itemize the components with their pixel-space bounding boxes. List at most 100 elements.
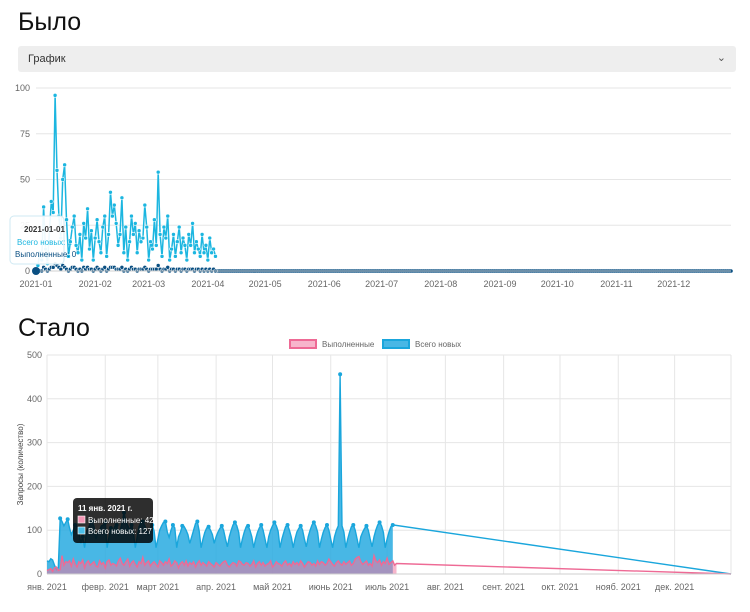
data-point (377, 520, 382, 525)
data-point (48, 199, 54, 204)
legend-label: Выполненные (322, 340, 375, 349)
data-point (192, 250, 197, 255)
x-tick-label: 2021-02 (79, 279, 112, 289)
data-point (65, 517, 70, 522)
data-point (138, 239, 144, 245)
before-heading: Было (18, 8, 82, 36)
data-point (190, 221, 195, 226)
chevron-down-icon: ⌄ (716, 52, 726, 64)
data-point (125, 257, 130, 263)
data-point (167, 257, 172, 263)
data-point (83, 235, 88, 241)
data-point (85, 206, 90, 212)
data-point (60, 177, 66, 182)
data-point (108, 190, 113, 195)
data-point (163, 519, 168, 524)
tooltip-title: 11 янв. 2021 г. (78, 504, 132, 513)
x-tick-label: 2021-07 (365, 279, 398, 289)
x-tick-label: март 2021 (137, 582, 180, 592)
x-tick-label: 2021-05 (249, 279, 282, 289)
data-point (182, 243, 188, 248)
x-tick-label: 2021-06 (308, 279, 341, 289)
data-point (131, 232, 136, 237)
data-point (184, 257, 190, 263)
tooltip-box (73, 498, 153, 543)
x-tick-label: февр. 2021 (82, 582, 129, 592)
data-point (169, 246, 174, 252)
data-point (285, 522, 290, 527)
data-point (144, 224, 150, 230)
data-point (311, 520, 316, 525)
data-point (69, 224, 75, 230)
data-point (102, 213, 108, 219)
data-point (127, 239, 132, 245)
tooltip-box (9, 215, 65, 265)
x-tick-label: июнь 2021 (309, 582, 353, 592)
legend-swatch (289, 339, 317, 349)
data-point (171, 232, 176, 237)
x-tick-label: нояб. 2021 (596, 582, 641, 592)
x-tick-label: 2021-10 (541, 279, 574, 289)
data-point (136, 228, 142, 234)
data-point (188, 243, 193, 248)
data-point (155, 169, 161, 175)
data-point (50, 265, 56, 270)
y-tick-label: 100 (15, 83, 30, 93)
data-point (113, 221, 119, 226)
after-heading: Стало (18, 314, 90, 342)
data-point (100, 224, 106, 230)
data-point (87, 246, 92, 252)
data-point (219, 523, 224, 528)
x-tick-label: сент. 2021 (482, 582, 525, 592)
y-axis-label: Запросы (количество) (16, 423, 25, 505)
chart-type-select[interactable]: График ⌄ (18, 46, 736, 72)
y-tick-label: 500 (27, 350, 42, 360)
data-point (106, 232, 111, 237)
data-point (180, 523, 185, 528)
before-chart: 02550751002021-012021-022021-032021-0420… (9, 83, 733, 289)
data-point (324, 522, 329, 527)
x-tick-label: 2021-09 (483, 279, 516, 289)
tooltip-line: Всего новых: 127 (88, 527, 152, 536)
data-point (52, 93, 58, 98)
data-point (58, 516, 63, 521)
data-point (119, 195, 125, 201)
data-point (163, 235, 169, 241)
data-point (173, 254, 178, 259)
data-point (206, 524, 211, 529)
x-tick-label: 2021-08 (424, 279, 457, 289)
chart-type-select-value: График (28, 53, 66, 65)
data-point (232, 520, 237, 525)
data-point (68, 239, 73, 245)
data-point (140, 235, 146, 241)
data-point (338, 372, 343, 377)
tooltip-line: Всего новых: 1 (17, 238, 73, 247)
data-point (246, 523, 251, 528)
data-point (115, 243, 121, 248)
data-point (152, 217, 157, 223)
y-tick-label: 100 (27, 525, 42, 535)
series-line-0 (46, 552, 732, 575)
data-point (119, 265, 125, 270)
data-point (351, 522, 356, 527)
x-tick-label: янв. 2021 (27, 582, 67, 592)
data-point (174, 239, 180, 245)
y-tick-label: 0 (25, 266, 30, 276)
data-point (148, 239, 153, 245)
data-point (165, 213, 171, 219)
x-tick-label: июль 2021 (365, 582, 409, 592)
data-point (157, 232, 163, 237)
y-tick-label: 0 (37, 569, 42, 579)
data-point (203, 243, 209, 248)
data-point (62, 162, 67, 168)
x-tick-label: 2021-01 (19, 279, 52, 289)
after-chart: Выполненные Всего новых 0 100 200 300 400 500 ян… (16, 339, 732, 592)
data-point (90, 257, 96, 263)
data-point (41, 204, 46, 210)
data-point (211, 246, 216, 252)
data-point (110, 213, 115, 219)
data-point (146, 257, 151, 263)
data-point (155, 263, 161, 268)
x-tick-label: 2021-12 (657, 279, 690, 289)
data-point (213, 254, 218, 259)
